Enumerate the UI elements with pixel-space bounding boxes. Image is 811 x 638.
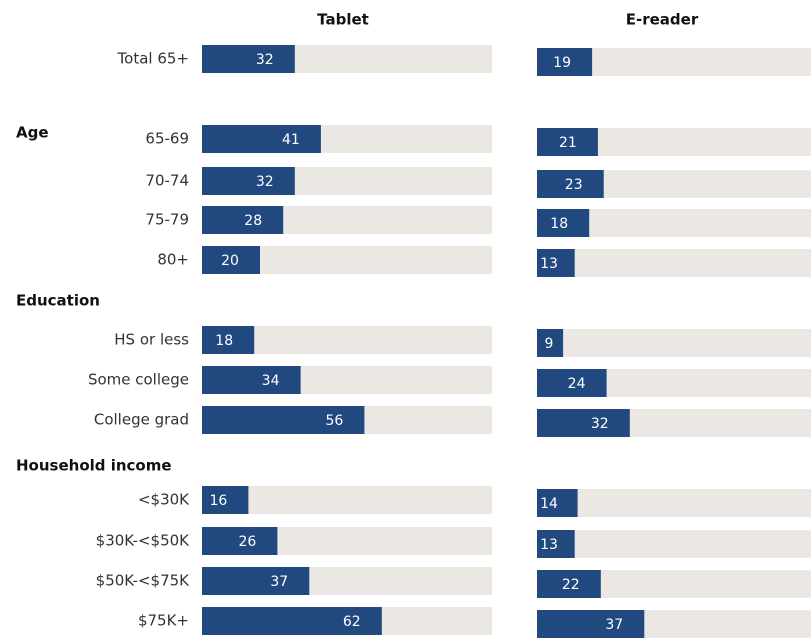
value-label: 20: [221, 253, 239, 269]
bar: [202, 246, 260, 274]
bar: [202, 45, 295, 73]
value-label: 34: [262, 373, 280, 389]
category-label: 70-74: [145, 172, 189, 190]
bar: [537, 369, 607, 397]
panel-title: E-reader: [626, 11, 699, 29]
value-label: 26: [238, 534, 256, 550]
bar: [537, 530, 575, 558]
category-label: 75-79: [145, 211, 189, 229]
category-label: $50K-<$75K: [96, 572, 191, 590]
category-label: $75K+: [138, 612, 189, 630]
category-label: 65-69: [145, 130, 189, 148]
value-label: 62: [343, 614, 361, 630]
value-label: 24: [568, 376, 586, 392]
bar-track: [202, 486, 492, 514]
value-label: 23: [565, 177, 583, 193]
group-label: Household income: [16, 457, 172, 475]
value-label: 37: [270, 574, 288, 590]
value-label: 32: [256, 174, 274, 190]
bar: [202, 486, 249, 514]
value-label: 32: [256, 52, 274, 68]
bar: [537, 329, 564, 357]
bar: [537, 209, 590, 237]
bar: [537, 48, 593, 76]
value-label: 32: [591, 416, 609, 432]
value-label: 19: [553, 55, 571, 71]
bar: [202, 167, 295, 195]
value-label: 28: [244, 213, 262, 229]
category-label: $30K-<$50K: [96, 532, 191, 550]
panel-title: Tablet: [317, 11, 369, 29]
category-label: College grad: [94, 411, 189, 429]
category-label: Total 65+: [117, 50, 189, 68]
group-label: Age: [16, 124, 49, 142]
bar: [537, 249, 575, 277]
value-label: 16: [209, 493, 227, 509]
value-label: 21: [559, 135, 577, 151]
value-label: 13: [540, 256, 558, 272]
bar: [202, 527, 278, 555]
bar: [202, 125, 321, 153]
bar: [202, 206, 284, 234]
bar-track: [537, 249, 811, 277]
value-label: 18: [215, 333, 233, 349]
bar: [537, 170, 604, 198]
value-label: 56: [325, 413, 343, 429]
value-label: 9: [545, 336, 554, 352]
value-label: 37: [605, 617, 623, 633]
value-label: 13: [540, 537, 558, 553]
bar-track: [537, 329, 811, 357]
bar: [202, 406, 365, 434]
bar: [537, 610, 645, 638]
bar: [202, 567, 310, 595]
bar: [537, 489, 578, 517]
value-label: 18: [550, 216, 568, 232]
value-label: 14: [540, 496, 558, 512]
category-label: <$30K: [138, 491, 190, 509]
bar-track: [537, 530, 811, 558]
value-label: 22: [562, 577, 580, 593]
bar-track: [537, 489, 811, 517]
bar: [537, 409, 630, 437]
group-label: Education: [16, 292, 100, 310]
category-label: HS or less: [114, 331, 189, 349]
bar: [202, 607, 382, 635]
category-label: Some college: [88, 371, 189, 389]
bar: [537, 128, 598, 156]
bar: [202, 366, 301, 394]
category-label: 80+: [157, 251, 189, 269]
bar: [537, 570, 601, 598]
bar: [202, 326, 255, 354]
value-label: 41: [282, 132, 300, 148]
